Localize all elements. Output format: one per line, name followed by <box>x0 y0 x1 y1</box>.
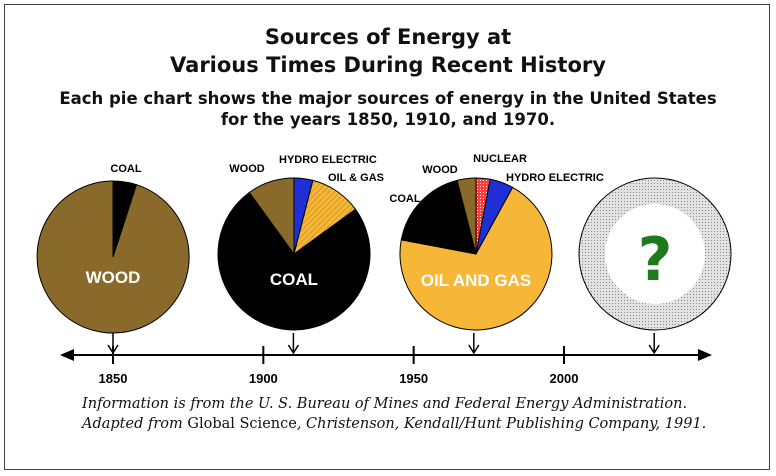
pie-1970-label-hydro-electric: HYDRO ELECTRIC <box>506 172 604 184</box>
timeline-pointer-arrowhead-2030 <box>648 344 660 355</box>
pie-1910-slice-wood <box>248 177 295 256</box>
pie-1850-label-wood: WOOD <box>86 268 141 287</box>
pie-1910-slice-coal <box>217 191 371 331</box>
chart-subtitle-line2: for the years 1850, 1910, and 1970. <box>220 110 556 129</box>
chart-title-line1: Sources of Energy at <box>264 25 512 49</box>
pie-1850-slice-wood <box>36 180 190 334</box>
timeline-tick-label-1950: 1950 <box>399 371 428 386</box>
timeline-pointer-arrowhead-1970 <box>468 344 480 355</box>
pie-1910-label-hydro-electric: HYDRO ELECTRIC <box>279 154 377 166</box>
future-pie-center <box>605 204 705 304</box>
chart-subtitle-line1: Each pie chart shows the major sources o… <box>59 89 717 108</box>
pie-1970-label-wood: WOOD <box>422 164 457 176</box>
pie-1970-slice-wood <box>456 177 477 255</box>
timeline-pointer-arrowhead-1850 <box>107 344 119 355</box>
timeline-right-arrow <box>698 349 712 361</box>
timeline-left-arrow <box>60 349 74 361</box>
timeline-tick-label-2000: 2000 <box>550 371 579 386</box>
pie-1910-label-oil-gas: OIL & GAS <box>328 172 384 184</box>
timeline-pointer-arrowhead-1910 <box>287 344 300 355</box>
pie-1970-label-coal: COAL <box>389 193 420 205</box>
timeline-axis: 1850 1900 1950 2000 <box>60 333 712 386</box>
pie-1970-label-oil-and-gas: OIL AND GAS <box>421 271 532 290</box>
future-pie-question-mark: ? <box>638 225 673 295</box>
pie-1910-label-wood: WOOD <box>229 163 264 175</box>
source-caption-line1: Information is from the U. S. Bureau of … <box>82 396 688 412</box>
timeline-tick-label-1850: 1850 <box>99 371 128 386</box>
timeline-tick-label-1900: 1900 <box>249 371 278 386</box>
caption-rest: , Christenson, Kendall/Hunt Publishing C… <box>296 416 707 432</box>
pie-1970-slice-coal <box>400 179 477 255</box>
caption-prefix: Adapted from <box>82 416 183 432</box>
chart-title-line2: Various Times During Recent History <box>170 53 606 77</box>
pie-1850-label-coal: COAL <box>110 163 141 175</box>
pie-1910-label-coal: COAL <box>270 270 318 289</box>
caption-source-title: Global Science <box>187 416 297 432</box>
pie-1970-label-nuclear: NUCLEAR <box>473 153 527 165</box>
source-caption-line2: Adapted from Global Science, Christenson… <box>82 416 706 432</box>
pie-1970-slice-oil-and-gas <box>399 186 553 331</box>
